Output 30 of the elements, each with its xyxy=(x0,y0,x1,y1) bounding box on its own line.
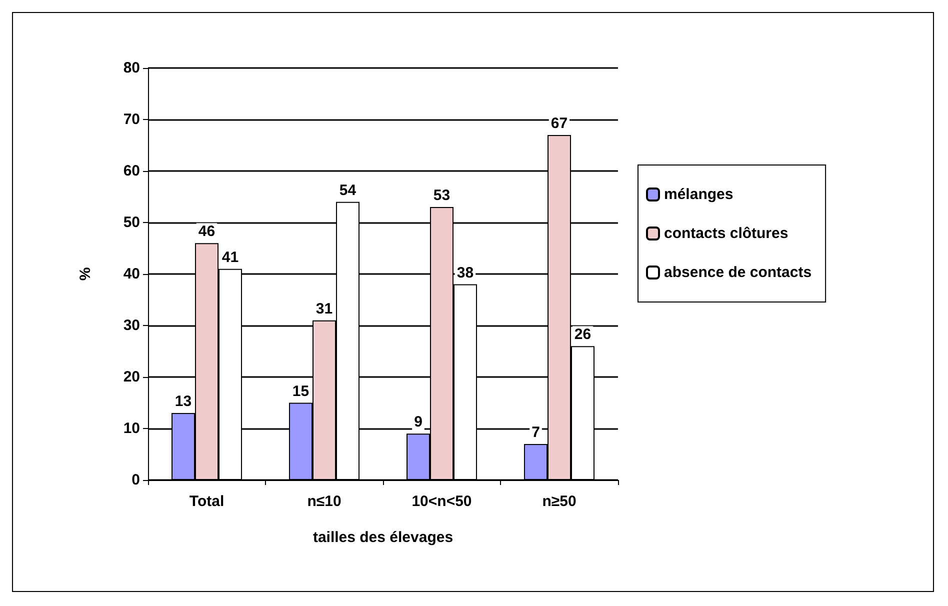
y-tick-label: 70 xyxy=(123,111,140,128)
y-tick-label: 30 xyxy=(123,317,140,334)
data-label: 7 xyxy=(532,424,540,441)
y-tick-label: 20 xyxy=(123,368,140,386)
x-tick-label: n≥50 xyxy=(542,493,576,510)
data-label: 31 xyxy=(316,300,333,318)
legend-label: mélanges xyxy=(664,186,734,203)
data-label: 13 xyxy=(174,393,192,410)
y-tick-label: 40 xyxy=(123,266,140,282)
data-label: 67 xyxy=(550,114,568,132)
x-axis-title: tailles des élevages xyxy=(312,529,454,546)
data-label: 41 xyxy=(222,248,239,266)
y-tick-label: 60 xyxy=(123,162,140,180)
x-tick-label: Total xyxy=(189,493,224,510)
data-label: 54 xyxy=(339,182,357,199)
data-label: 26 xyxy=(574,326,592,344)
x-tick-label: 10<n<50 xyxy=(412,493,472,510)
legend-label: contacts clôtures xyxy=(664,225,788,242)
data-label: 9 xyxy=(414,414,422,431)
x-tick-label: n≤10 xyxy=(307,493,342,510)
y-tick-label: 50 xyxy=(123,214,140,231)
legend-label: absence de contacts xyxy=(664,264,812,281)
data-label: 15 xyxy=(292,382,310,400)
y-axis-title: % xyxy=(77,267,94,281)
data-label: 38 xyxy=(456,264,474,282)
y-tick-label: 10 xyxy=(123,420,140,437)
y-tick-label: 80 xyxy=(123,60,140,76)
y-tick-label: 0 xyxy=(132,472,140,488)
data-label: 46 xyxy=(198,223,216,240)
data-label: 53 xyxy=(433,187,450,204)
